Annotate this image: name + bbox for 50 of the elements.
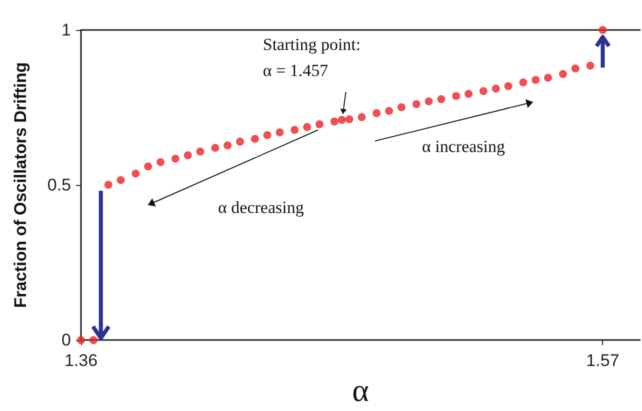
point xyxy=(132,170,140,178)
point xyxy=(519,78,528,86)
point xyxy=(372,109,381,118)
point xyxy=(424,97,433,106)
point xyxy=(558,70,567,78)
annotation: α decreasing xyxy=(218,197,304,219)
point xyxy=(224,141,232,150)
y-tick-label: 0 xyxy=(62,330,71,350)
point xyxy=(156,158,164,166)
point xyxy=(412,100,420,108)
annotation: α increasing xyxy=(422,136,506,158)
point xyxy=(544,74,552,82)
x-axis-title: α xyxy=(352,372,370,408)
point xyxy=(598,26,607,34)
point xyxy=(532,76,540,84)
point xyxy=(104,180,112,189)
point xyxy=(89,336,98,344)
point xyxy=(338,116,346,124)
x-tick-label: 1.57 xyxy=(586,351,620,370)
y-axis-title: Fraction of Oscillators Drifting xyxy=(11,62,30,308)
point xyxy=(276,128,284,136)
point xyxy=(171,154,180,163)
point xyxy=(330,117,338,126)
x-tick-label: 1.36 xyxy=(64,351,98,370)
point xyxy=(236,138,244,146)
annotation: Starting point: α = 1.457 xyxy=(262,34,361,82)
point xyxy=(398,103,406,112)
point xyxy=(452,92,460,100)
point xyxy=(358,113,366,122)
point xyxy=(263,131,272,140)
point xyxy=(571,64,580,72)
point xyxy=(586,62,594,70)
point xyxy=(464,90,473,98)
point xyxy=(303,123,312,132)
point xyxy=(196,148,204,156)
point xyxy=(116,176,125,184)
point xyxy=(504,82,512,90)
y-tick-label: 1 xyxy=(62,20,71,40)
point xyxy=(437,95,446,104)
point xyxy=(211,144,220,152)
point xyxy=(345,115,354,124)
point xyxy=(250,134,259,143)
point xyxy=(479,87,488,96)
point xyxy=(144,162,152,170)
point xyxy=(385,106,394,115)
point xyxy=(184,151,192,160)
point xyxy=(492,84,500,93)
point xyxy=(316,120,324,128)
point xyxy=(290,126,299,134)
y-tick-label: 0.5 xyxy=(47,176,71,195)
